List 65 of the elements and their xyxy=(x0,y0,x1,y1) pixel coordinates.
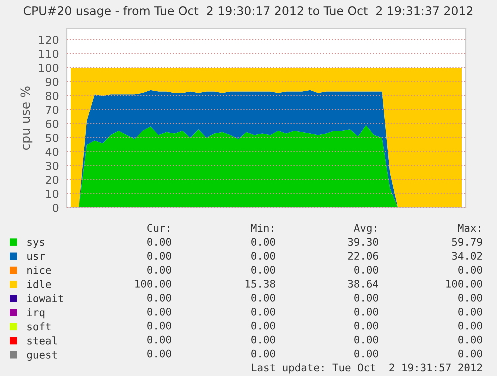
text: 0.00 xyxy=(458,350,482,358)
text: 22.06 xyxy=(348,252,378,260)
text: 0.00 xyxy=(252,308,276,316)
text: 0.00 xyxy=(148,252,172,260)
y-tick-label: 10 xyxy=(46,190,59,198)
text: 0.00 xyxy=(354,308,378,316)
text: 0.00 xyxy=(148,322,172,330)
y-tick-label: 80 xyxy=(46,92,59,100)
text: 0.00 xyxy=(252,294,276,302)
y-tick-label: 20 xyxy=(46,176,59,184)
text: 38.64 xyxy=(348,280,379,288)
text: 0.00 xyxy=(458,336,482,344)
text: 0.00 xyxy=(252,266,276,274)
y-tick-label: 60 xyxy=(46,120,59,128)
y-tick-label: 70 xyxy=(46,106,59,114)
y-tick-label: 110 xyxy=(39,50,59,58)
text: 0.00 xyxy=(252,350,276,358)
legend-label: sys xyxy=(28,240,44,248)
y-tick-label: 40 xyxy=(46,148,59,156)
text: 34.02 xyxy=(452,252,482,260)
text: 0.00 xyxy=(148,266,172,274)
legend-label: idle xyxy=(28,280,52,288)
text: 0.00 xyxy=(458,308,482,316)
text: 0.00 xyxy=(354,350,378,358)
y-tick-label: 100 xyxy=(39,64,59,72)
text: 0.00 xyxy=(458,322,482,330)
y-tick-label: 50 xyxy=(46,134,59,142)
text: 0.00 xyxy=(354,266,378,274)
text: 59.79 xyxy=(452,238,482,246)
y-axis-title: cpu use % xyxy=(20,86,33,150)
text: 15.38 xyxy=(246,280,276,288)
y-tick-label: 120 xyxy=(39,36,59,44)
text: 0.00 xyxy=(252,336,276,344)
text: 0.00 xyxy=(354,336,378,344)
text: 39.30 xyxy=(348,238,378,246)
legend-label: iowait xyxy=(28,294,64,302)
legend-label: irq xyxy=(28,308,45,319)
text: 100.00 xyxy=(446,280,482,288)
legend-label: nice xyxy=(28,266,52,274)
text: 0.00 xyxy=(354,322,378,330)
legend-label: guest xyxy=(27,351,57,361)
text: 0.00 xyxy=(458,294,482,302)
text: Min: xyxy=(251,224,274,232)
text: 0.00 xyxy=(252,322,276,330)
text: Avg: xyxy=(354,224,376,234)
text: 0.00 xyxy=(148,336,172,344)
text: 0.00 xyxy=(148,294,172,302)
chart-title: CPU#20 usage - from Tue Oct 2 19:30:17 2012 to Tue Oct 2 19:31:37 2012 xyxy=(24,6,473,18)
text: 0.00 xyxy=(148,308,172,316)
text: 0.00 xyxy=(252,252,276,260)
y-tick-label: 30 xyxy=(46,162,59,170)
text: 0.00 xyxy=(458,266,482,274)
legend-label: steal xyxy=(28,336,58,345)
legend-label: usr xyxy=(28,254,46,260)
text: 0.00 xyxy=(148,350,172,358)
text: 0.00 xyxy=(148,238,172,246)
text: Max: xyxy=(458,224,480,232)
y-tick-label: 0 xyxy=(53,204,59,212)
y-tick-label: 90 xyxy=(46,78,59,86)
text: 0.00 xyxy=(354,294,378,302)
text: 0.00 xyxy=(252,238,276,246)
text: Last update: Tue Oct 2 19:31:57 2012 xyxy=(252,364,482,374)
text: 100.00 xyxy=(136,280,172,288)
text: Cur: xyxy=(148,224,170,232)
legend-label: soft xyxy=(28,322,51,331)
